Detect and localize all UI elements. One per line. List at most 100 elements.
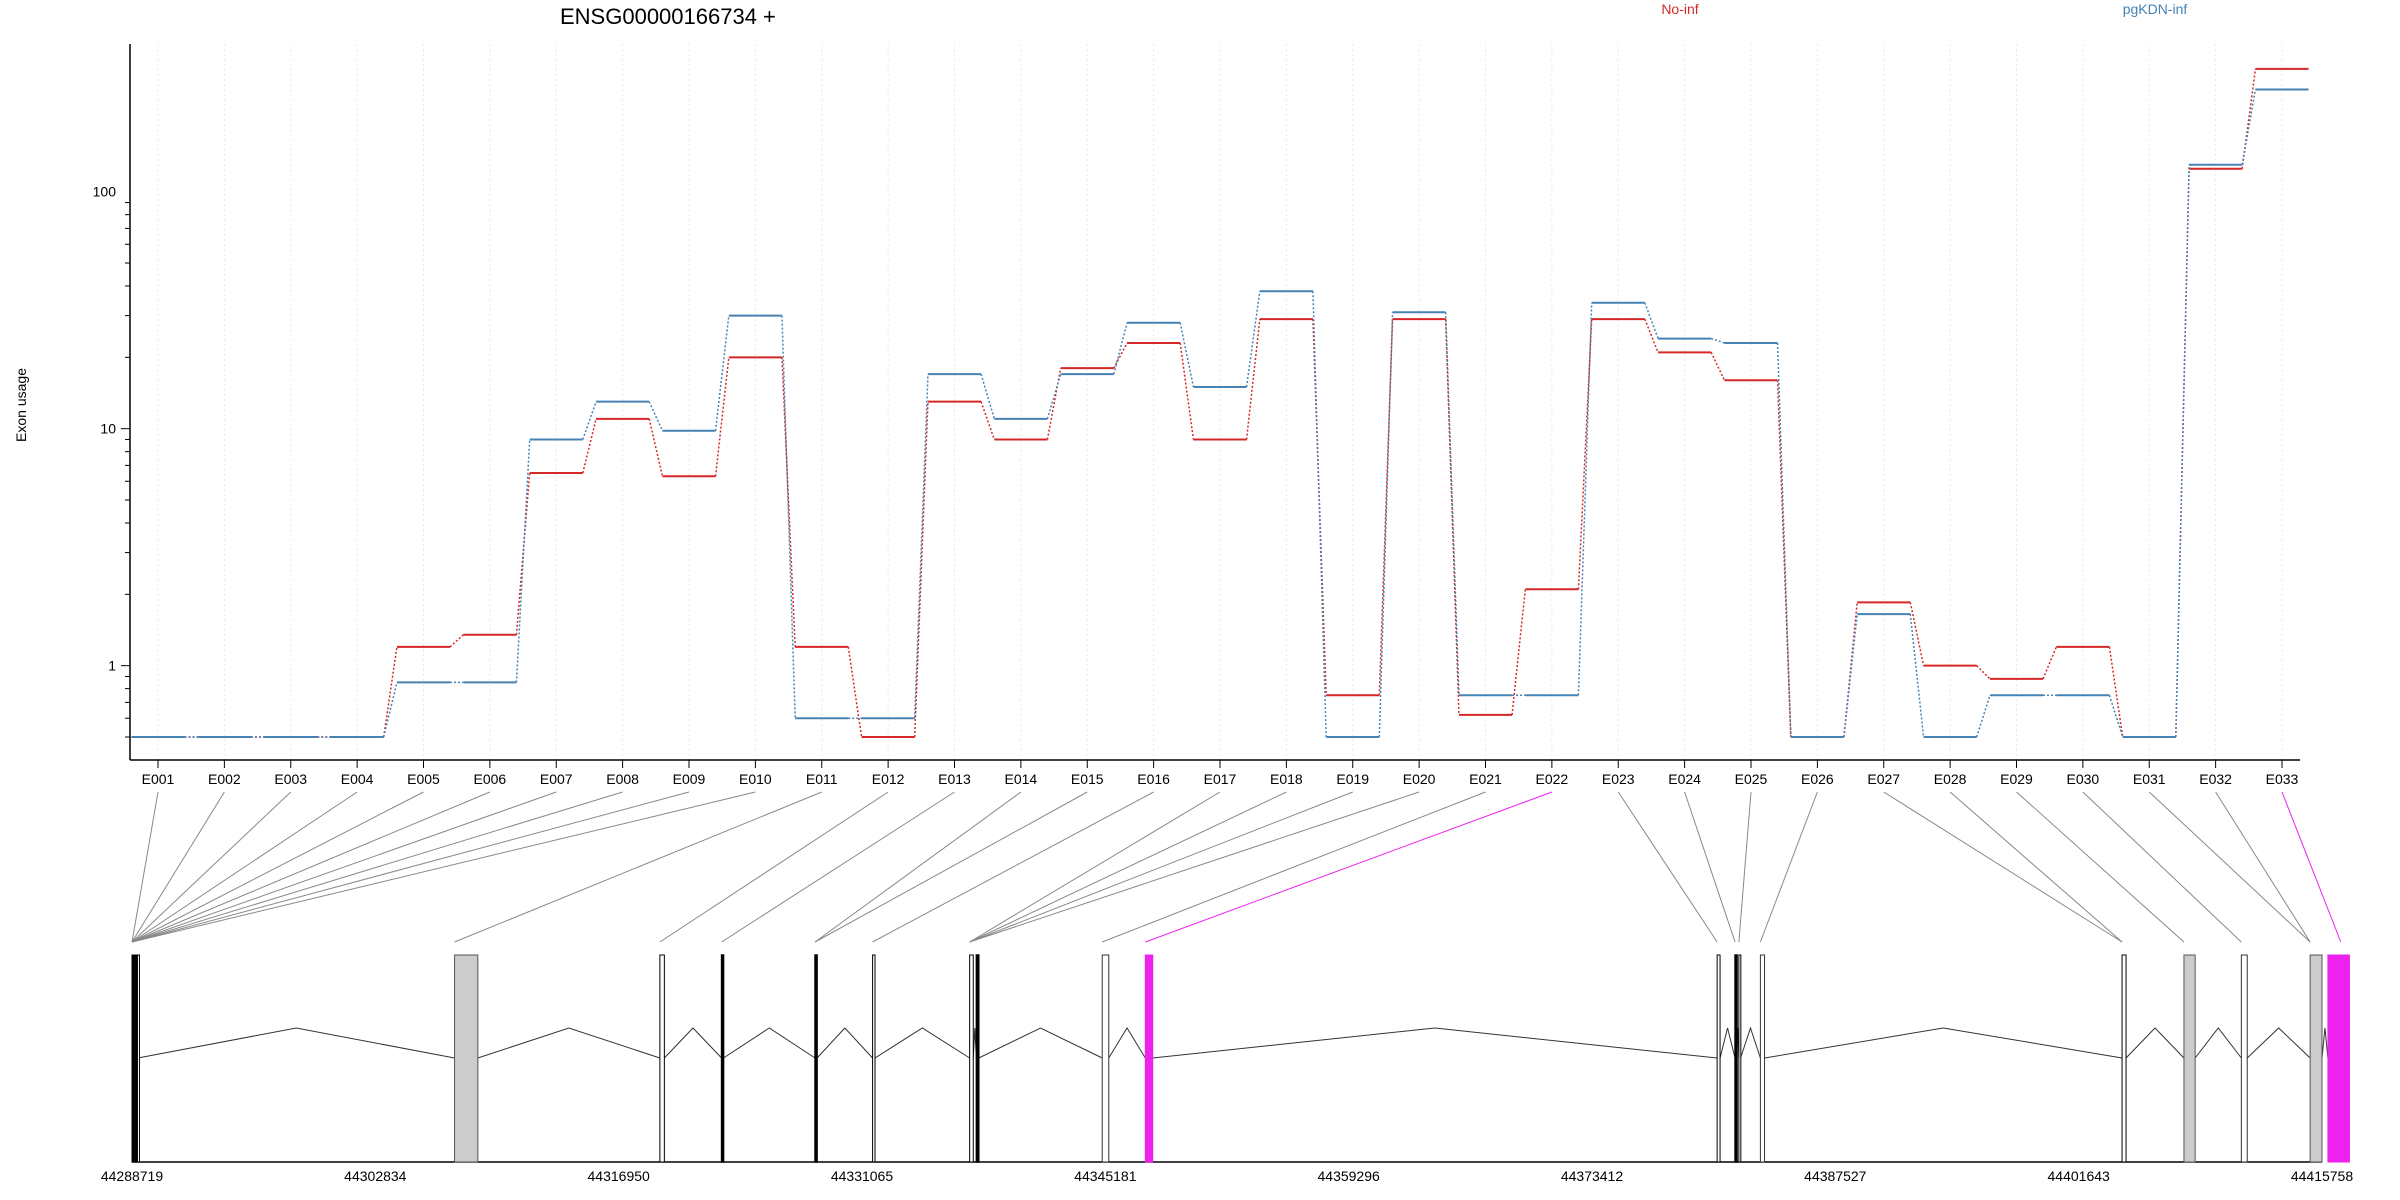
gene-tick-label: 44288719 bbox=[101, 1168, 164, 1184]
series-connector bbox=[1245, 319, 1261, 440]
intron-line bbox=[723, 1027, 816, 1059]
x-tick-label-e015: E015 bbox=[1071, 771, 1104, 787]
exon-box bbox=[136, 954, 140, 1163]
series-connector bbox=[1577, 319, 1593, 590]
series-connector bbox=[1776, 342, 1792, 738]
exon-link-line bbox=[1949, 791, 2123, 943]
x-tick-label-e010: E010 bbox=[739, 771, 772, 787]
intron-line bbox=[2194, 1027, 2242, 1059]
series-connector bbox=[1179, 342, 1195, 440]
y-tick-label: 100 bbox=[93, 184, 117, 200]
intron-line bbox=[1108, 1027, 1146, 1059]
exon-link-line bbox=[131, 791, 491, 943]
exon-link-line bbox=[131, 791, 292, 943]
y-tick-label: 1 bbox=[108, 658, 116, 674]
series-connector bbox=[714, 315, 730, 431]
series-connector bbox=[1710, 351, 1726, 381]
exon-link-line bbox=[1684, 791, 1736, 943]
series-connector bbox=[1179, 322, 1195, 388]
series-connector bbox=[1644, 302, 1659, 339]
gene-tick-label: 44359296 bbox=[1318, 1168, 1381, 1184]
legend-pgkdn-inf: pgKDN-inf bbox=[2123, 1, 2188, 17]
intron-line bbox=[874, 1027, 970, 1059]
exon-box bbox=[2309, 954, 2323, 1163]
exon-link-line bbox=[969, 791, 1420, 943]
exon-box bbox=[2121, 954, 2127, 1163]
x-tick-label-e031: E031 bbox=[2133, 771, 2166, 787]
series-connector bbox=[847, 646, 863, 738]
series-connector bbox=[1511, 589, 1527, 715]
gene-tick-label: 44331065 bbox=[831, 1168, 894, 1184]
x-tick-label-e001: E001 bbox=[142, 771, 175, 787]
series-connector bbox=[382, 646, 398, 738]
x-tick-label-e029: E029 bbox=[2000, 771, 2033, 787]
x-tick-label-e012: E012 bbox=[872, 771, 905, 787]
exon-link-line bbox=[131, 791, 690, 943]
exon-box bbox=[2183, 954, 2196, 1163]
gene-tick-label: 44302834 bbox=[344, 1168, 407, 1184]
intron-line bbox=[1764, 1027, 2123, 1059]
exon-link-line bbox=[131, 791, 159, 943]
series-connector bbox=[1909, 602, 1925, 666]
series-connector bbox=[1843, 602, 1858, 738]
series-connector bbox=[2042, 646, 2058, 680]
series-connector bbox=[1975, 695, 1991, 738]
exon-link-line bbox=[1759, 791, 1818, 943]
x-tick-label-e005: E005 bbox=[407, 771, 440, 787]
x-tick-label-e024: E024 bbox=[1668, 771, 1701, 787]
series-connector bbox=[980, 373, 996, 420]
exon-link-line bbox=[131, 791, 225, 943]
x-tick-label-e002: E002 bbox=[208, 771, 241, 787]
series-connector bbox=[1710, 337, 1725, 344]
gene-tick-label: 44345181 bbox=[1074, 1168, 1137, 1184]
series-connector bbox=[781, 315, 796, 719]
exon-box bbox=[1716, 954, 1721, 1163]
x-tick-label-e027: E027 bbox=[1867, 771, 1900, 787]
exon-box bbox=[1738, 954, 1742, 1163]
exon-link-line bbox=[131, 791, 623, 943]
series-lines bbox=[131, 67, 2309, 738]
exon-link-line bbox=[969, 791, 1221, 943]
series-pgkdn-inf bbox=[131, 88, 2309, 738]
exon-link-line bbox=[2016, 791, 2185, 943]
exon-box bbox=[872, 954, 876, 1163]
x-tick-label-e011: E011 bbox=[806, 771, 838, 787]
highlighted-exon bbox=[2327, 954, 2350, 1163]
intron-line bbox=[137, 1027, 455, 1059]
series-connector bbox=[1378, 312, 1394, 738]
x-tick-label-e028: E028 bbox=[1934, 771, 1967, 787]
x-tick-label-e021: E021 bbox=[1469, 771, 1502, 787]
exon-link-line bbox=[659, 791, 889, 943]
x-tick-label-e019: E019 bbox=[1336, 771, 1369, 787]
exon-link-line bbox=[131, 791, 756, 943]
exon-box bbox=[659, 954, 665, 1163]
gene-tick-label: 44387527 bbox=[1804, 1168, 1867, 1184]
exon-box bbox=[720, 954, 725, 1163]
x-tick-label-e014: E014 bbox=[1005, 771, 1038, 787]
series-connector bbox=[382, 682, 398, 738]
series-connector bbox=[648, 401, 664, 432]
intron-line bbox=[1152, 1027, 1718, 1059]
exon-box bbox=[1734, 954, 1738, 1163]
exon-link-line bbox=[1617, 791, 1718, 943]
intron-line bbox=[1719, 1027, 1736, 1059]
x-tick-label-e018: E018 bbox=[1270, 771, 1303, 787]
series-connector bbox=[1776, 380, 1792, 738]
exon-link-line bbox=[1145, 791, 1553, 943]
x-tick-label-e009: E009 bbox=[673, 771, 706, 787]
x-tick-label-e017: E017 bbox=[1204, 771, 1237, 787]
exon-link-line bbox=[2148, 791, 2311, 943]
series-connector bbox=[1577, 302, 1593, 696]
series-connector bbox=[2175, 164, 2190, 738]
series-connector bbox=[1976, 665, 1991, 680]
series-connector bbox=[2108, 695, 2124, 738]
exon-box bbox=[2240, 954, 2248, 1163]
x-tick-label-e022: E022 bbox=[1536, 771, 1569, 787]
exon-link-line bbox=[1883, 791, 2123, 943]
x-tick-label-e013: E013 bbox=[938, 771, 971, 787]
highlighted-exon bbox=[1144, 954, 1154, 1163]
exon-link-line bbox=[131, 791, 358, 943]
intron-line bbox=[1740, 1026, 1761, 1059]
gene-tick-label: 44316950 bbox=[588, 1168, 651, 1184]
series-connector bbox=[913, 401, 929, 738]
